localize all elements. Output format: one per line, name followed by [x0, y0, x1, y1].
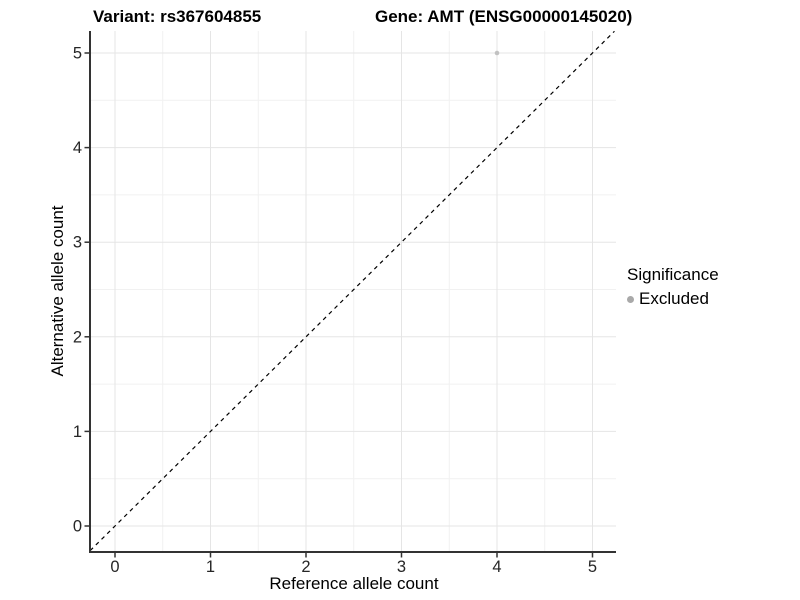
x-tick-label: 5: [588, 558, 597, 576]
legend-title: Significance: [627, 265, 719, 284]
plot-title-gene: Gene: AMT (ENSG00000145020): [375, 7, 633, 26]
y-tick-label: 5: [73, 45, 82, 63]
x-tick-label: 2: [301, 558, 310, 576]
plot-title-variant: Variant: rs367604855: [93, 7, 262, 26]
y-tick-label: 2: [73, 328, 82, 346]
y-tick-label: 4: [73, 139, 82, 157]
x-axis-title: Reference allele count: [269, 574, 439, 593]
x-tick-label: 1: [206, 558, 215, 576]
legend: Significance Excluded: [627, 265, 719, 309]
x-tick-label: 3: [397, 558, 406, 576]
y-axis-title: Alternative allele count: [48, 205, 67, 377]
x-tick-label: 0: [110, 558, 119, 576]
y-tick-label: 3: [73, 234, 82, 252]
y-tick-label: 0: [73, 518, 82, 536]
x-tick-label: 4: [492, 558, 501, 576]
legend-point-icon: [627, 295, 634, 303]
y-tick-label: 1: [73, 423, 82, 441]
data-point: [494, 50, 500, 56]
legend-item-excluded: Excluded: [627, 289, 719, 309]
identity-reference-line: [89, 30, 615, 552]
legend-item-label: Excluded: [639, 289, 709, 308]
